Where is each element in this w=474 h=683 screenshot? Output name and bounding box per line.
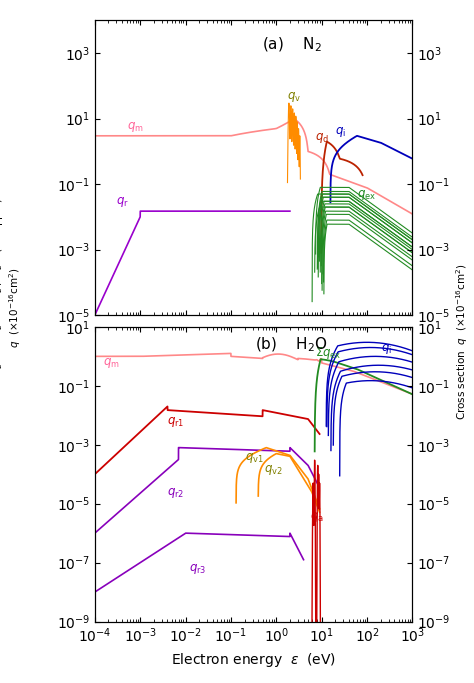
- Text: $q_{\rm m}$: $q_{\rm m}$: [127, 120, 143, 134]
- Text: $q_{\rm v2}$: $q_{\rm v2}$: [264, 463, 283, 477]
- Text: $q_{\rm v}$: $q_{\rm v}$: [287, 90, 301, 104]
- Text: $q_{\rm r1}$: $q_{\rm r1}$: [167, 415, 185, 429]
- Text: $q_{\rm d}$: $q_{\rm d}$: [315, 131, 328, 145]
- Text: $q_{\rm r}$: $q_{\rm r}$: [117, 195, 129, 209]
- Text: (a)    N$_2$: (a) N$_2$: [262, 36, 322, 54]
- Text: $q_{\rm r2}$: $q_{\rm r2}$: [167, 486, 185, 500]
- Text: $q_{\rm i}$: $q_{\rm i}$: [381, 342, 392, 356]
- Text: $q_{\rm a}$: $q_{\rm a}$: [310, 510, 324, 524]
- X-axis label: Electron energy  $\varepsilon$  (eV): Electron energy $\varepsilon$ (eV): [171, 650, 336, 669]
- Text: $q_{\rm m}$: $q_{\rm m}$: [103, 357, 119, 370]
- Text: $\Sigma q_{\rm ex}$: $\Sigma q_{\rm ex}$: [315, 346, 341, 361]
- Text: $q_{\rm i}$: $q_{\rm i}$: [335, 124, 346, 139]
- Text: (b)    H$_2$O: (b) H$_2$O: [255, 336, 328, 354]
- Text: $q_{\rm ex}$: $q_{\rm ex}$: [357, 189, 376, 202]
- Text: Cross section  $q$  ($\times 10^{-16}$cm$^2$): Cross section $q$ ($\times 10^{-16}$cm$^…: [454, 263, 470, 420]
- Text: $q_{\rm v1}$: $q_{\rm v1}$: [245, 451, 264, 465]
- Text: $q_{\rm r3}$: $q_{\rm r3}$: [189, 563, 207, 576]
- Text: Cross section of N$_2$ and H$_2$O in N$_2$ / H$_2$O (103 ppm) mixture
$q$  ($\ti: Cross section of N$_2$ and H$_2$O in N$_…: [0, 153, 23, 462]
